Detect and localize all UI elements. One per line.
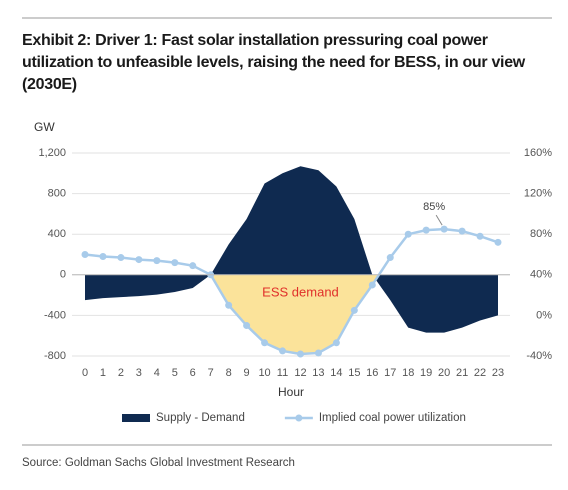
line-marker: [171, 259, 179, 267]
line-marker: [494, 238, 502, 246]
x-tick-label: 7: [208, 367, 214, 379]
x-tick-label: 21: [456, 367, 468, 379]
x-tick-label: 22: [474, 367, 486, 379]
x-tick-label: 14: [330, 367, 342, 379]
x-tick-label: 12: [294, 367, 306, 379]
x-tick-label: 18: [402, 367, 414, 379]
line-marker: [261, 339, 269, 347]
y-tick-label: 800: [48, 188, 66, 200]
x-tick-label: 2: [118, 367, 124, 379]
y-tick-label: -400: [44, 309, 66, 321]
x-tick-label: 11: [277, 367, 288, 379]
y2-tick-label: -40%: [526, 350, 552, 362]
line-marker: [81, 251, 89, 258]
x-tick-label: 0: [82, 367, 88, 379]
x-tick-label: 1: [100, 367, 106, 379]
x-tick-label: 8: [226, 367, 232, 379]
x-tick-label: 5: [172, 367, 178, 379]
line-marker: [458, 227, 466, 235]
source: Source: Goldman Sachs Global Investment …: [22, 457, 295, 469]
x-tick-label: 4: [154, 367, 160, 379]
y2-tick-label: 160%: [524, 147, 552, 159]
legend-swatch: [122, 414, 150, 422]
x-tick-label: 23: [492, 367, 504, 379]
y-tick-label: 400: [48, 228, 66, 240]
y2-tick-label: 120%: [524, 188, 552, 200]
line-marker: [386, 254, 394, 262]
line-marker: [422, 226, 430, 234]
x-tick-label: 9: [244, 367, 250, 379]
x-tick-label: 20: [438, 367, 450, 379]
line-marker: [350, 306, 358, 314]
line-marker: [332, 339, 340, 347]
line-marker: [476, 232, 484, 240]
line-marker: [189, 262, 197, 270]
y-axis-label: GW: [34, 120, 55, 134]
line-marker: [153, 257, 161, 265]
annotation: ESS demand: [262, 285, 339, 300]
line-marker: [440, 225, 448, 233]
legend-label: Implied coal power utilization: [319, 412, 466, 424]
x-axis-label: Hour: [278, 385, 304, 399]
x-tick-label: 15: [348, 367, 360, 379]
x-tick-label: 13: [312, 367, 324, 379]
line-marker: [314, 349, 322, 357]
line-marker: [404, 230, 412, 238]
ess-area: [85, 274, 498, 354]
x-tick-label: 17: [384, 367, 396, 379]
y-tick-label: -800: [44, 350, 66, 362]
legend-label: Supply - Demand: [156, 412, 245, 424]
area: [85, 166, 498, 333]
line-marker: [225, 301, 233, 309]
y2-tick-label: 80%: [530, 228, 552, 240]
y2-tick-label: 40%: [530, 269, 552, 281]
line-marker: [296, 350, 304, 358]
y-tick-label: 0: [60, 269, 66, 281]
x-tick-label: 6: [190, 367, 196, 379]
line-marker: [279, 347, 287, 355]
legend-swatch-marker: [295, 414, 303, 422]
x-tick-label: 16: [366, 367, 378, 379]
x-tick-label: 10: [258, 367, 270, 379]
x-tick-label: 19: [420, 367, 432, 379]
line-marker: [243, 322, 251, 330]
line-marker: [117, 254, 125, 262]
x-tick-label: 3: [136, 367, 142, 379]
y2-tick-label: 0%: [536, 309, 552, 321]
y-tick-label: 1,200: [38, 147, 66, 159]
chart-title: Exhibit 2: Driver 1: Fast solar installa…: [22, 32, 525, 93]
line-marker: [135, 256, 143, 264]
annotation-leader: [435, 214, 443, 226]
line-marker: [99, 253, 107, 261]
annotation: 85%: [423, 201, 445, 213]
line-marker: [368, 281, 376, 289]
